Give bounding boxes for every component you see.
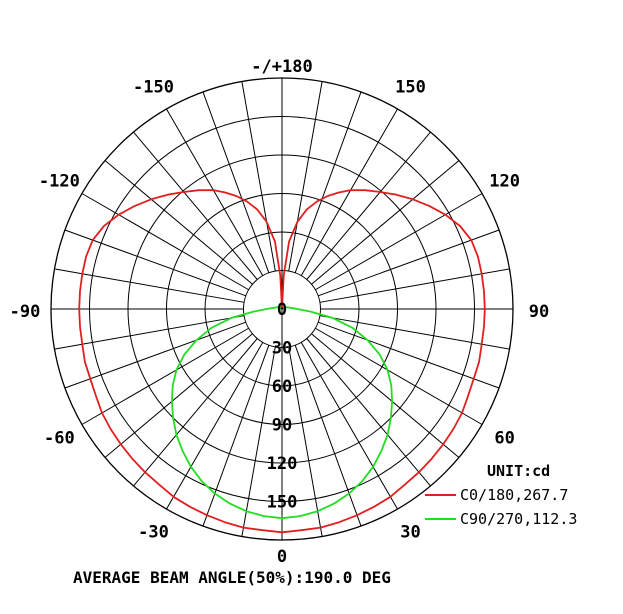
radial-label: 90 xyxy=(272,416,292,436)
grid-spoke xyxy=(315,193,483,291)
angle-label: 150 xyxy=(395,77,426,97)
radial-label: 120 xyxy=(267,454,298,474)
series-curve-1 xyxy=(171,306,393,520)
angle-labels: -/+180 150 -150 120 -120 90 -90 60 -60 30 -30 0 xyxy=(10,57,550,567)
angle-label: -30 xyxy=(138,523,169,543)
series-curve-0 xyxy=(78,189,486,534)
grid-spoke xyxy=(64,229,246,297)
angle-label: -90 xyxy=(10,302,41,322)
grid-spoke xyxy=(202,91,270,273)
grid-spoke xyxy=(104,160,253,285)
grid-spoke xyxy=(166,342,264,510)
grid-spoke xyxy=(288,81,323,272)
grid-spoke xyxy=(319,268,510,303)
grid-spoke xyxy=(81,327,249,425)
angle-label: -150 xyxy=(133,77,174,97)
grid-spoke xyxy=(315,327,483,425)
grid-spoke xyxy=(306,338,431,487)
grid-spoke xyxy=(311,333,460,458)
angle-label: -60 xyxy=(44,429,75,449)
grid-spoke xyxy=(202,345,270,527)
grid-spoke xyxy=(300,108,398,276)
grid-spoke xyxy=(318,321,500,389)
grid-spoke xyxy=(166,108,264,276)
angle-label: -120 xyxy=(39,172,80,192)
legend-label-c90: C90/270,112.3 xyxy=(460,510,577,528)
angle-label: 0 xyxy=(277,547,287,567)
intensity-curves xyxy=(78,189,486,534)
grid-spoke xyxy=(294,91,362,273)
angle-label: -/+180 xyxy=(251,57,312,77)
grid-spoke xyxy=(81,193,249,291)
grid-spoke xyxy=(311,160,460,285)
grid-spoke xyxy=(306,131,431,280)
radial-labels: 0 30 60 90 120 150 xyxy=(267,300,298,513)
legend: UNIT:cd C0/180,267.7 C90/270,112.3 xyxy=(425,462,577,528)
grid-spoke xyxy=(54,268,245,303)
grid-spoke xyxy=(294,345,362,527)
grid-spoke xyxy=(288,346,323,537)
angle-label: 120 xyxy=(489,172,520,192)
legend-label-c0: C0/180,267.7 xyxy=(460,486,568,504)
grid-spoke xyxy=(241,81,276,272)
radial-label: 0 xyxy=(277,300,287,320)
grid-spoke xyxy=(133,338,258,487)
grid-spoke xyxy=(319,315,510,350)
radial-label: 60 xyxy=(272,377,292,397)
angle-label: 60 xyxy=(494,429,514,449)
grid-spoke xyxy=(54,315,245,350)
grid-spoke xyxy=(241,346,276,537)
grid-spoke xyxy=(133,131,258,280)
grid-spoke xyxy=(104,333,253,458)
angle-label: 90 xyxy=(529,302,549,322)
radial-label: 30 xyxy=(272,339,292,359)
grid-spoke xyxy=(300,342,398,510)
beam-angle-footer: AVERAGE BEAM ANGLE(50%):190.0 DEG xyxy=(73,568,391,587)
polar-grid xyxy=(50,77,514,541)
angle-label: 30 xyxy=(400,523,420,543)
radial-label: 150 xyxy=(267,493,298,513)
grid-spoke xyxy=(64,321,246,389)
unit-label: UNIT:cd xyxy=(487,462,550,480)
grid-spoke xyxy=(318,229,500,297)
